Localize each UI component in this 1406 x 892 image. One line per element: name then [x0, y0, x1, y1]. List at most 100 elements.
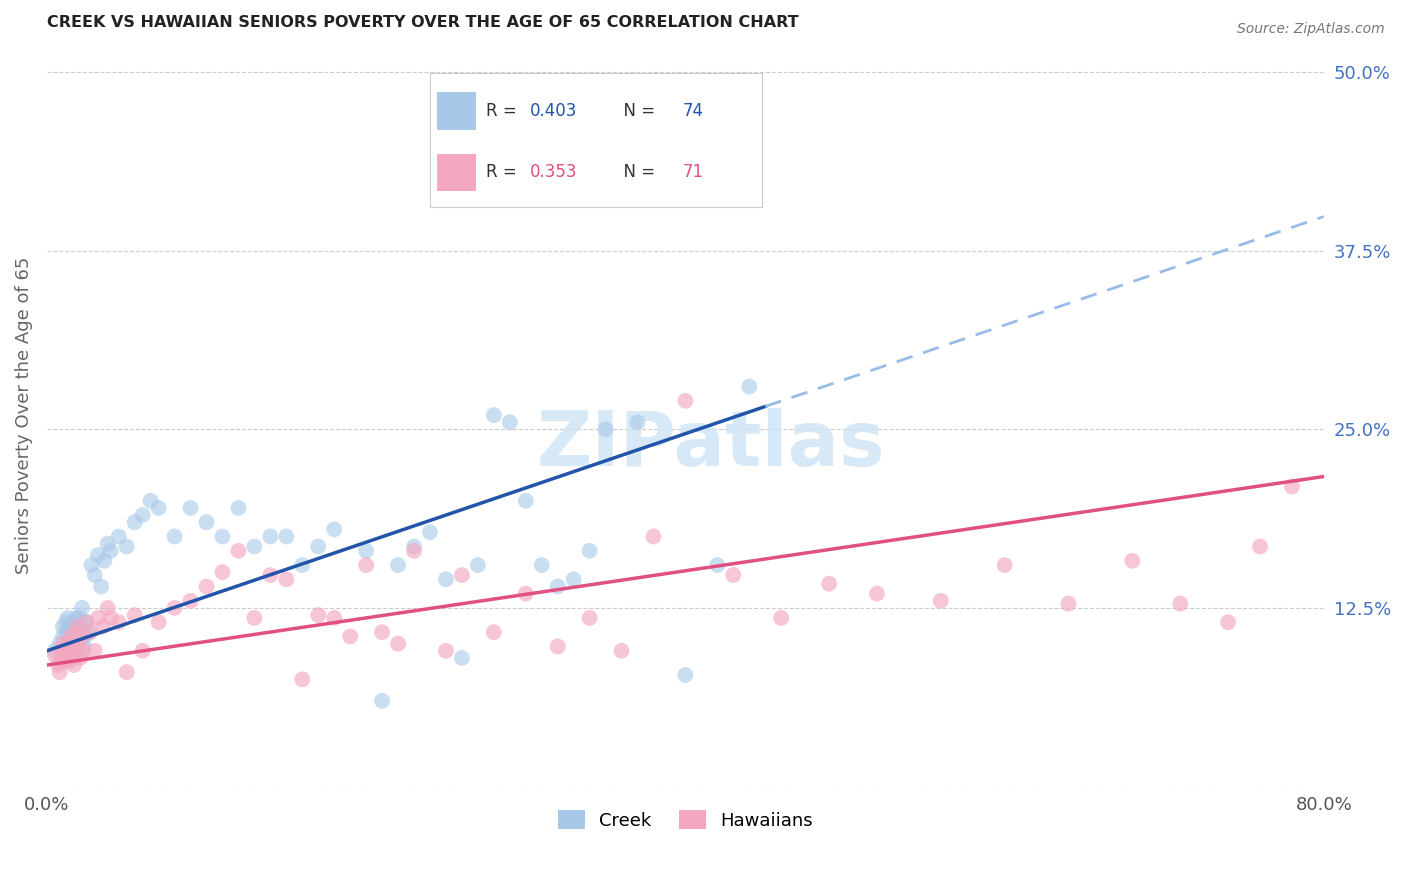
Point: [626, 415, 648, 429]
Text: ZIPatlas: ZIPatlas: [537, 408, 886, 482]
Point: [595, 422, 617, 436]
Point: [52, 644, 75, 658]
Point: [56, 637, 79, 651]
Point: [115, 665, 138, 680]
Point: [55, 644, 77, 658]
Point: [482, 625, 505, 640]
Point: [91, 619, 114, 633]
Point: [419, 525, 441, 540]
Point: [65, 625, 87, 640]
Point: [56, 611, 79, 625]
Point: [56, 648, 79, 662]
Point: [482, 408, 505, 422]
Point: [55, 615, 77, 630]
Point: [77, 625, 100, 640]
Point: [211, 529, 233, 543]
Point: [738, 379, 761, 393]
Point: [467, 558, 489, 572]
Point: [107, 529, 129, 543]
Point: [1121, 554, 1143, 568]
Point: [643, 529, 665, 543]
Point: [228, 543, 250, 558]
Point: [87, 548, 110, 562]
Point: [1281, 479, 1303, 493]
Point: [67, 619, 90, 633]
Point: [67, 640, 90, 654]
Point: [52, 619, 75, 633]
Point: [83, 644, 105, 658]
Point: [70, 630, 93, 644]
Point: [48, 665, 70, 680]
Point: [63, 615, 86, 630]
Point: [131, 508, 153, 522]
Point: [58, 644, 80, 658]
Point: [52, 637, 75, 651]
Point: [62, 619, 84, 633]
Point: [562, 572, 585, 586]
Point: [59, 630, 82, 644]
Point: [48, 637, 70, 651]
Point: [276, 572, 298, 586]
Point: [578, 611, 600, 625]
Y-axis label: Seniors Poverty Over the Age of 65: Seniors Poverty Over the Age of 65: [15, 256, 32, 574]
Point: [291, 673, 314, 687]
Point: [100, 611, 122, 625]
Point: [547, 580, 569, 594]
Point: [451, 651, 474, 665]
Point: [90, 580, 112, 594]
Point: [180, 500, 202, 515]
Point: [371, 694, 394, 708]
Point: [1249, 540, 1271, 554]
Point: [56, 654, 79, 668]
Point: [291, 558, 314, 572]
Point: [53, 640, 76, 654]
Point: [673, 668, 696, 682]
Point: [72, 640, 94, 654]
Point: [69, 651, 91, 665]
Point: [387, 637, 409, 651]
Point: [96, 601, 118, 615]
Point: [65, 611, 87, 625]
Point: [163, 529, 186, 543]
Point: [929, 594, 952, 608]
Point: [63, 637, 86, 651]
Point: [59, 648, 82, 662]
Point: [93, 554, 115, 568]
Point: [323, 522, 346, 536]
Point: [66, 625, 89, 640]
Point: [434, 572, 457, 586]
Point: [307, 540, 329, 554]
Point: [65, 630, 87, 644]
Point: [402, 540, 425, 554]
Point: [307, 608, 329, 623]
Point: [578, 543, 600, 558]
Point: [243, 611, 266, 625]
Point: [354, 558, 377, 572]
Point: [276, 529, 298, 543]
Point: [211, 565, 233, 579]
Point: [259, 568, 281, 582]
Point: [72, 619, 94, 633]
Point: [1057, 597, 1080, 611]
Point: [51, 648, 73, 662]
Point: [530, 558, 553, 572]
Point: [53, 654, 76, 668]
Point: [59, 630, 82, 644]
Point: [59, 654, 82, 668]
Point: [69, 644, 91, 658]
Point: [83, 568, 105, 582]
Point: [547, 640, 569, 654]
Point: [44, 648, 66, 662]
Point: [451, 568, 474, 582]
Point: [770, 611, 793, 625]
Point: [62, 640, 84, 654]
Point: [76, 615, 98, 630]
Point: [87, 611, 110, 625]
Point: [163, 601, 186, 615]
Text: CREEK VS HAWAIIAN SENIORS POVERTY OVER THE AGE OF 65 CORRELATION CHART: CREEK VS HAWAIIAN SENIORS POVERTY OVER T…: [46, 15, 799, 30]
Point: [44, 644, 66, 658]
Point: [515, 493, 537, 508]
Point: [65, 644, 87, 658]
Point: [354, 543, 377, 558]
Point: [46, 658, 69, 673]
